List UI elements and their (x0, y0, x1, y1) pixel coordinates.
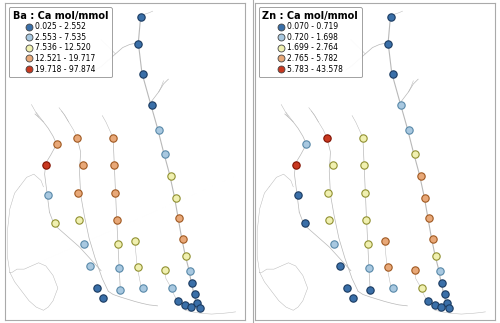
Point (416, 173, 424, 178)
Point (76, 217, 84, 223)
Point (160, 151, 168, 156)
Point (188, 281, 196, 286)
Point (187, 305, 195, 310)
Point (186, 268, 194, 273)
Point (438, 281, 446, 286)
Point (79, 162, 87, 167)
Point (425, 216, 433, 221)
Point (178, 236, 186, 242)
Point (428, 236, 436, 242)
Point (380, 238, 388, 243)
Point (366, 287, 374, 292)
Point (424, 298, 432, 303)
Point (42, 162, 50, 167)
Point (292, 162, 300, 167)
Point (166, 173, 174, 178)
Point (174, 298, 182, 303)
Point (86, 263, 94, 268)
Point (80, 241, 88, 246)
Point (196, 305, 203, 310)
Point (168, 286, 176, 291)
Point (446, 305, 454, 310)
Point (154, 127, 162, 132)
Point (431, 302, 439, 307)
Point (115, 266, 123, 271)
Point (94, 286, 102, 291)
Point (360, 162, 368, 167)
Legend: 0.025 - 2.552, 2.553 - 7.535, 7.536 - 12.520, 12.521 - 19.717, 19.718 - 97.874: 0.025 - 2.552, 2.553 - 7.535, 7.536 - 12… (9, 7, 112, 77)
Point (73, 135, 81, 141)
Point (130, 238, 138, 243)
Point (422, 195, 430, 201)
Point (191, 291, 199, 297)
Point (116, 287, 124, 292)
Point (100, 296, 108, 301)
Point (148, 102, 156, 107)
Point (175, 216, 183, 221)
Point (134, 264, 142, 269)
Point (329, 162, 337, 167)
Point (193, 301, 201, 306)
Point (432, 254, 440, 259)
Point (139, 286, 147, 291)
Point (181, 302, 189, 307)
Point (437, 305, 445, 310)
Point (172, 195, 179, 201)
Point (74, 191, 82, 196)
Legend: 0.070 - 0.719, 0.720 - 1.698, 1.699 - 2.764, 2.765 - 5.782, 5.783 - 43.578: 0.070 - 0.719, 0.720 - 1.698, 1.699 - 2.… (258, 7, 362, 77)
Point (112, 217, 120, 223)
Point (398, 102, 406, 107)
Point (362, 217, 370, 223)
Point (443, 301, 451, 306)
Point (410, 267, 418, 272)
Point (324, 191, 332, 196)
Point (182, 254, 190, 259)
Point (330, 241, 338, 246)
Point (134, 42, 142, 47)
Point (52, 141, 60, 147)
Point (364, 241, 372, 246)
Point (52, 221, 60, 226)
Point (302, 141, 310, 147)
Point (365, 266, 373, 271)
Point (114, 241, 122, 246)
Point (323, 135, 331, 141)
Point (301, 221, 309, 226)
Point (294, 192, 302, 197)
Point (436, 268, 444, 273)
Point (344, 286, 351, 291)
Point (384, 264, 392, 269)
Point (359, 135, 367, 141)
Point (110, 162, 118, 167)
Point (112, 191, 120, 196)
Point (160, 267, 168, 272)
Point (418, 286, 426, 291)
Point (350, 296, 358, 301)
Point (44, 192, 52, 197)
Point (404, 127, 412, 132)
Point (389, 286, 397, 291)
Point (384, 42, 392, 47)
Point (326, 217, 334, 223)
Point (109, 135, 117, 141)
Point (362, 191, 370, 196)
Point (136, 15, 144, 20)
Point (386, 15, 394, 20)
Point (440, 291, 448, 297)
Point (139, 72, 147, 77)
Point (410, 151, 418, 156)
Point (336, 263, 344, 268)
Point (389, 72, 397, 77)
